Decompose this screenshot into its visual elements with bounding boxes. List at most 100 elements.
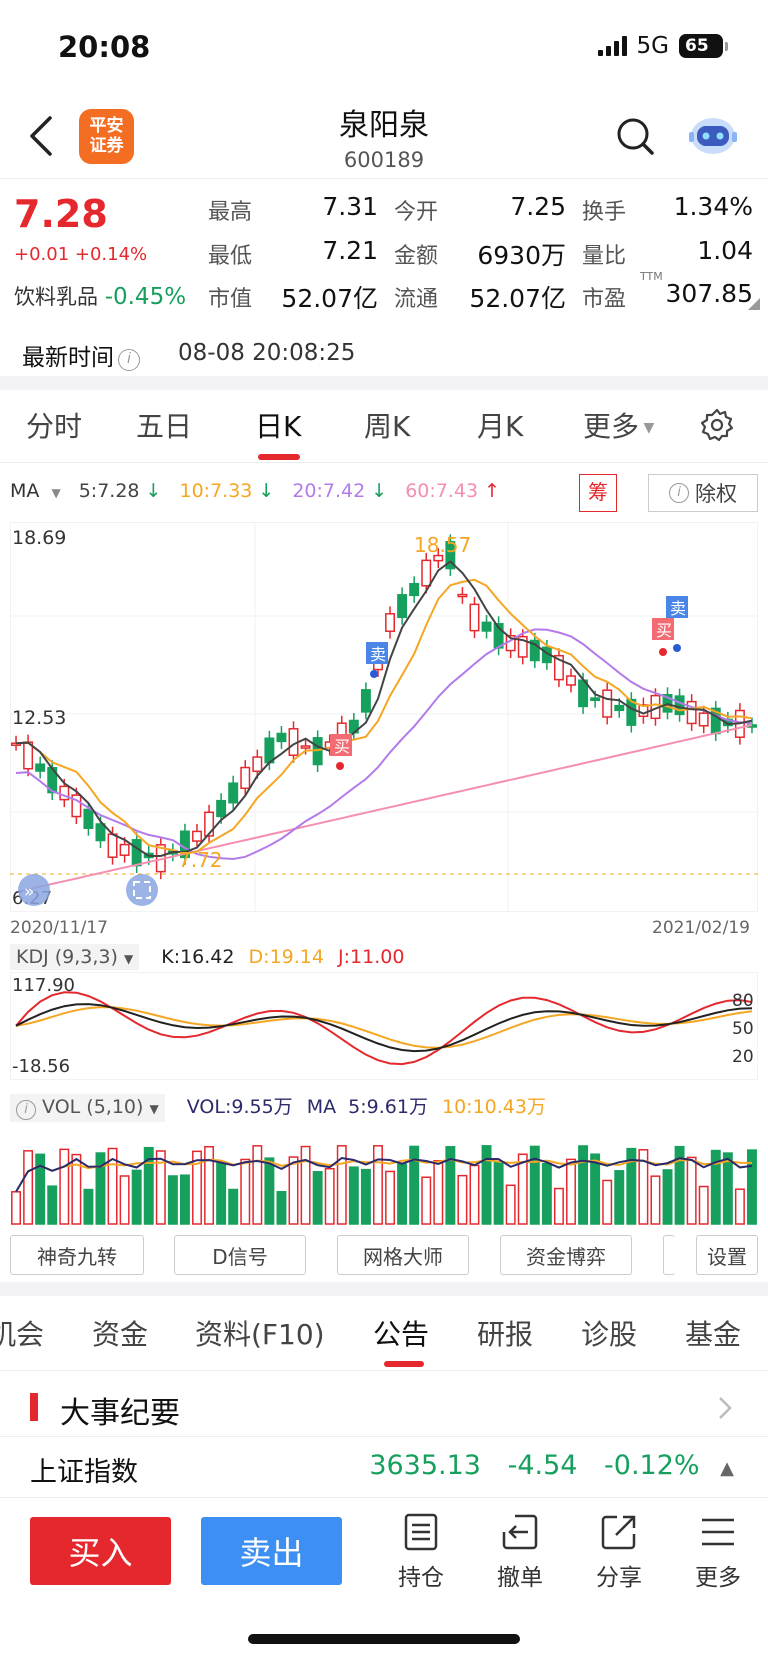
tool-settings[interactable]: 设置	[696, 1235, 758, 1275]
volume-bar	[590, 1153, 601, 1225]
robot-assistant-icon[interactable]	[688, 112, 738, 158]
holdings-button[interactable]: 持仓	[386, 1512, 456, 1592]
volume-bar	[409, 1145, 420, 1225]
index-quote: 3635.13 -4.54 -0.12% ▲	[369, 1450, 734, 1481]
candle	[59, 785, 70, 801]
signal-buy-2[interactable]: 买	[652, 618, 674, 640]
caret-up-icon[interactable]: ▲	[720, 1458, 734, 1479]
buy-button[interactable]: 买入	[30, 1517, 171, 1585]
volume-bar	[541, 1162, 552, 1225]
search-icon[interactable]	[614, 115, 656, 157]
candle	[626, 698, 637, 726]
candle	[529, 639, 540, 662]
index-name[interactable]: 上证指数	[30, 1457, 138, 1488]
tab-capital[interactable]: 资金	[92, 1318, 149, 1351]
volume-bar	[722, 1152, 733, 1225]
candle	[204, 811, 215, 837]
corner-expand-icon[interactable]	[748, 298, 760, 310]
volume-bar	[11, 1191, 22, 1225]
tab-five-day[interactable]: 五日	[136, 410, 193, 443]
tool-capital-game[interactable]: 资金博弈	[500, 1235, 632, 1275]
status-icons: 5G 65	[597, 33, 728, 59]
share-button[interactable]: 分享	[584, 1512, 654, 1592]
label-amount: 金额	[394, 244, 439, 269]
candle	[517, 635, 528, 658]
signal-buy-1[interactable]: 买	[330, 734, 352, 756]
fullscreen-icon[interactable]	[126, 874, 158, 906]
tab-weekly-k[interactable]: 周K	[364, 410, 411, 443]
gear-icon[interactable]	[700, 408, 734, 442]
sector-info[interactable]: 饮料乳品 -0.45%	[14, 281, 186, 311]
info-icon[interactable]: i	[118, 349, 140, 371]
tab-announcement[interactable]: 公告	[373, 1318, 430, 1351]
price-change: +0.01 +0.14%	[14, 244, 148, 265]
tab-f10[interactable]: 资料(F10)	[195, 1318, 325, 1351]
volume-bar	[505, 1184, 516, 1225]
signal-sell-2[interactable]: 卖	[666, 596, 688, 618]
sell-button[interactable]: 卖出	[201, 1517, 342, 1585]
kdj-selector[interactable]: KDJ (9,3,3) ▼	[10, 944, 140, 970]
volume-bar	[95, 1152, 106, 1225]
volume-bar	[614, 1170, 625, 1225]
info-icon: i	[669, 483, 689, 503]
home-indicator	[248, 1634, 520, 1644]
chevron-right-icon[interactable]	[716, 1394, 734, 1422]
candle	[71, 794, 82, 818]
tab-fund[interactable]: 基金	[685, 1318, 742, 1351]
section-marker	[30, 1393, 38, 1421]
volume-bar	[228, 1188, 239, 1225]
expand-left-icon[interactable]: »	[18, 874, 50, 906]
volume-bar	[626, 1147, 637, 1225]
signal-icon	[597, 36, 627, 56]
candle	[385, 613, 396, 632]
signal-sell-1[interactable]: 卖	[366, 642, 388, 664]
tab-research[interactable]: 研报	[477, 1318, 534, 1351]
events-title[interactable]: 大事纪要	[60, 1396, 180, 1431]
candle	[481, 621, 492, 632]
candle	[686, 700, 697, 725]
label-high: 最高	[208, 200, 253, 225]
ma10-value: 10:7.33 ↓	[179, 480, 275, 502]
label-turnover: 换手	[582, 200, 627, 225]
status-time: 20:08	[58, 30, 151, 64]
cancel-order-button[interactable]: 撤单	[485, 1512, 555, 1592]
tab-diagnosis[interactable]: 诊股	[581, 1318, 638, 1351]
tab-daily-k[interactable]: 日K	[255, 410, 302, 443]
volume-chart[interactable]	[10, 1124, 758, 1226]
kdj-chart[interactable]: 117.90 -18.56 80 50 20	[10, 972, 758, 1080]
back-arrow-icon[interactable]	[24, 112, 60, 160]
label-market-cap: 市值	[208, 287, 253, 312]
tab-monthly-k[interactable]: 月K	[477, 410, 524, 443]
tool-partial[interactable]	[663, 1235, 675, 1275]
volume-bar	[216, 1162, 227, 1225]
chip-distribution-button[interactable]: 筹	[579, 474, 617, 512]
volume-selector[interactable]: i VOL (5,10) ▼	[10, 1094, 165, 1122]
candle	[360, 689, 371, 713]
ma-selector[interactable]: MA ▼	[10, 480, 61, 502]
tab-opportunity[interactable]: 机会	[0, 1318, 45, 1351]
volume-bar	[240, 1158, 251, 1225]
candle	[469, 603, 480, 632]
volume-bar	[734, 1188, 745, 1225]
tool-grid-master[interactable]: 网格大师	[337, 1235, 469, 1275]
ex-rights-button[interactable]: i 除权	[648, 474, 758, 512]
candle	[421, 559, 432, 587]
index-change: -4.54	[507, 1450, 578, 1481]
candle	[83, 808, 94, 829]
volume-bar	[47, 1185, 58, 1225]
more-button[interactable]: 更多	[683, 1512, 753, 1592]
kline-chart[interactable]: 18.69 12.53 6.27 18.57 7.72 买 卖 买 卖 »	[10, 522, 758, 912]
tool-magic-nine[interactable]: 神奇九转	[10, 1235, 144, 1275]
volume-bar	[529, 1145, 540, 1225]
svg-text:买: 买	[656, 621, 672, 640]
volume-bar	[83, 1188, 94, 1225]
tab-intraday[interactable]: 分时	[26, 410, 83, 443]
tab-more[interactable]: 更多 ▼	[583, 410, 655, 443]
ma5-value: 5:7.28 ↓	[78, 480, 162, 502]
volume-bar	[372, 1145, 383, 1225]
volume-bar	[360, 1168, 371, 1225]
volume-bar	[107, 1147, 118, 1225]
label-float-cap: 流通	[394, 287, 439, 312]
kdj-axis-bottom: -18.56	[12, 1056, 70, 1077]
tool-d-signal[interactable]: D信号	[174, 1235, 306, 1275]
